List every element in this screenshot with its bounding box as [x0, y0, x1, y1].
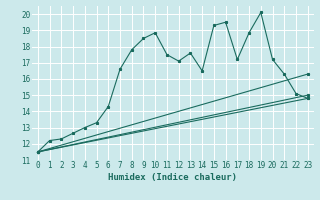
X-axis label: Humidex (Indice chaleur): Humidex (Indice chaleur): [108, 173, 237, 182]
